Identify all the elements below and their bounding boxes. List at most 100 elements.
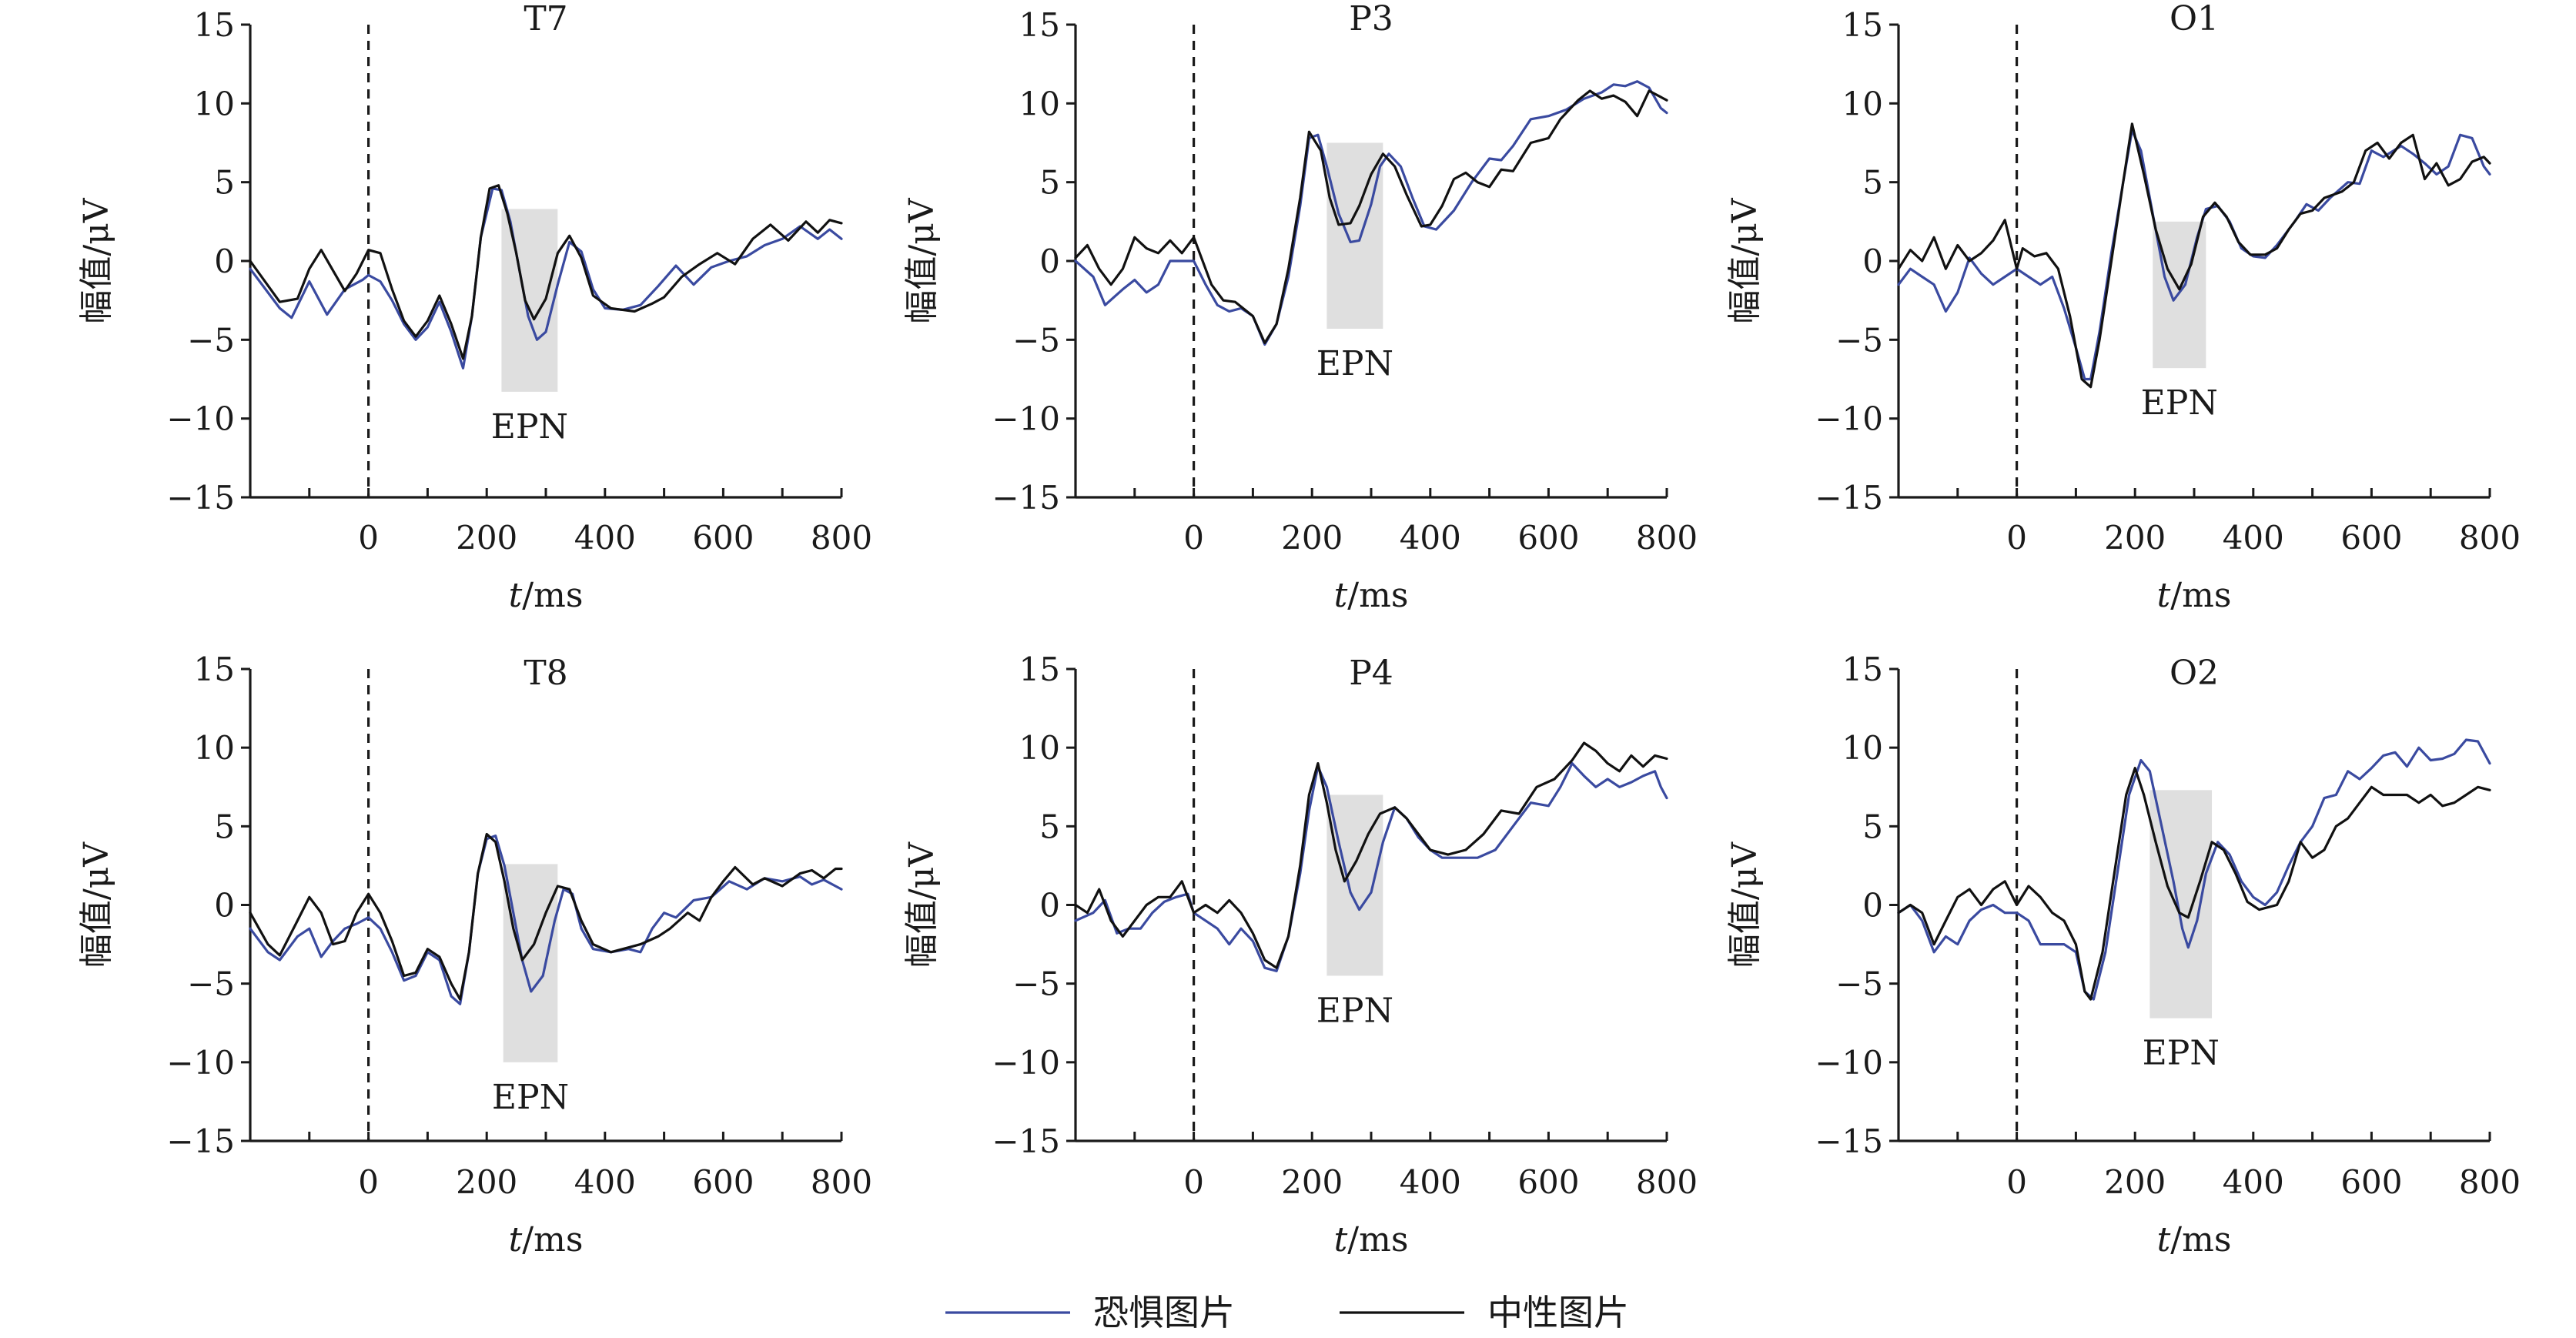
panel-title: T7	[524, 0, 567, 38]
x-tick-label: 800	[2459, 1163, 2521, 1201]
panel-title: O1	[2170, 0, 2219, 38]
panel-p3: 15 10 5 0 −5 −10 −15 0 200 400 600 800 t/ms 幅值/μV P3 EP…	[902, 0, 1698, 615]
y-tick-label: −10	[992, 1044, 1060, 1082]
y-tick-label: −15	[166, 479, 235, 517]
y-tick-label: −5	[1835, 321, 1883, 359]
panel-title: P4	[1349, 654, 1393, 693]
epn-label: EPN	[2141, 383, 2218, 423]
legend: 恐惧图片 中性图片	[945, 1292, 1629, 1333]
y-tick-label: 5	[1862, 808, 1883, 845]
y-tick-label: −10	[166, 1044, 235, 1082]
neutral-trace	[1074, 741, 1668, 969]
x-tick-label: 800	[2459, 519, 2521, 557]
y-tick-label: 15	[194, 6, 235, 44]
panels: 15 10 5 0 −5 −10 −15 0 200 400 600 800 t/ms 幅值/μV T7 EP…	[77, 0, 2521, 1259]
y-tick-label: 5	[1039, 164, 1060, 202]
x-axis-title: t/ms	[509, 576, 584, 615]
x-tick-label: 600	[2340, 519, 2402, 557]
y-tick-label: −5	[187, 965, 235, 1003]
x-tick-label: 0	[358, 1163, 379, 1201]
x-tick-label: 0	[2006, 519, 2027, 557]
x-tick-label: 0	[1183, 1163, 1204, 1201]
x-tick-label: 200	[2104, 519, 2166, 557]
neutral-trace	[249, 832, 843, 1001]
x-axis-title: t/ms	[2157, 576, 2232, 615]
y-tick-label: 0	[1862, 887, 1883, 925]
panel-o1: 15 10 5 0 −5 −10 −15 0 200 400 600 800 t/ms 幅值/μV O1 EP…	[1725, 0, 2521, 615]
fear-trace	[1074, 80, 1668, 346]
y-tick-label: −5	[1835, 965, 1883, 1003]
legend-fear-label: 恐惧图片	[1093, 1292, 1235, 1333]
y-tick-label: 15	[194, 651, 235, 688]
epn-window	[503, 864, 558, 1062]
x-axis-title: t/ms	[1334, 1220, 1409, 1259]
y-tick-label: −10	[166, 400, 235, 438]
x-tick-label: 600	[692, 519, 754, 557]
x-tick-label: 200	[456, 519, 517, 557]
y-axis-title: 幅值/μV	[902, 841, 942, 968]
y-axis-title: 幅值/μV	[902, 197, 942, 323]
y-tick-label: −15	[992, 479, 1060, 517]
y-tick-label: 0	[214, 887, 235, 925]
epn-label: EPN	[491, 407, 568, 447]
y-tick-label: −15	[1815, 479, 1883, 517]
x-tick-label: 400	[1400, 1163, 1461, 1201]
y-tick-label: 5	[1039, 808, 1060, 845]
x-axis-title: t/ms	[509, 1220, 584, 1259]
panel-p4: 15 10 5 0 −5 −10 −15 0 200 400 600 800 t/ms 幅值/μV P4 EP…	[902, 651, 1698, 1259]
neutral-trace	[1897, 122, 2491, 389]
neutral-trace	[1897, 767, 2491, 1001]
y-tick-label: 15	[1019, 6, 1060, 44]
x-tick-label: 600	[1517, 519, 1579, 557]
panel-title: P3	[1349, 0, 1393, 38]
y-tick-label: −15	[992, 1122, 1060, 1160]
x-tick-label: 0	[2006, 1163, 2027, 1201]
x-tick-label: 800	[811, 519, 872, 557]
y-tick-label: −10	[1815, 1044, 1883, 1082]
fear-trace	[1897, 738, 2491, 1001]
y-tick-label: 10	[1842, 729, 1883, 767]
epn-label: EPN	[492, 1078, 569, 1117]
x-tick-label: 400	[574, 1163, 636, 1201]
epn-label: EPN	[2143, 1034, 2220, 1073]
legend-neutral-label: 中性图片	[1487, 1292, 1629, 1333]
y-axis-title: 幅值/μV	[77, 197, 116, 323]
panel-title: T8	[524, 654, 567, 693]
y-tick-label: 10	[1019, 729, 1060, 767]
y-tick-label: 15	[1019, 651, 1060, 688]
y-tick-label: −5	[1012, 965, 1060, 1003]
y-axis-title: 幅值/μV	[1725, 841, 1765, 968]
panel-t7: 15 10 5 0 −5 −10 −15 0 200 400 600 800 t/ms 幅值/μV T7 EP…	[77, 0, 872, 615]
y-tick-label: −15	[166, 1122, 235, 1160]
y-tick-label: −5	[1012, 321, 1060, 359]
y-tick-label: 10	[1019, 85, 1060, 122]
y-tick-label: 15	[1842, 651, 1883, 688]
fear-trace	[1897, 129, 2491, 381]
epn-window	[2149, 790, 2213, 1019]
y-tick-label: 5	[1862, 164, 1883, 202]
y-tick-label: 0	[1039, 243, 1060, 280]
neutral-trace	[249, 184, 843, 360]
x-tick-label: 600	[692, 1163, 754, 1201]
y-tick-label: −15	[1815, 1122, 1883, 1160]
y-tick-label: 15	[1842, 6, 1883, 44]
panel-t8: 15 10 5 0 −5 −10 −15 0 200 400 600 800 t/ms 幅值/μV T8 EP…	[77, 651, 872, 1259]
x-tick-label: 800	[811, 1163, 872, 1201]
x-tick-label: 600	[1517, 1163, 1579, 1201]
x-tick-label: 800	[1636, 1163, 1698, 1201]
panel-o2: 15 10 5 0 −5 −10 −15 0 200 400 600 800 t/ms 幅值/μV O2 EP…	[1725, 651, 2521, 1259]
x-tick-label: 0	[358, 519, 379, 557]
epn-label: EPN	[1316, 991, 1393, 1030]
x-tick-label: 200	[1281, 1163, 1343, 1201]
y-axis-title: 幅值/μV	[1725, 197, 1765, 323]
y-tick-label: 0	[1039, 887, 1060, 925]
fear-trace	[1074, 762, 1668, 972]
y-tick-label: 10	[194, 85, 235, 122]
panel-title: O2	[2170, 654, 2219, 693]
x-tick-label: 400	[2223, 519, 2284, 557]
y-axis-title: 幅值/μV	[77, 841, 116, 968]
y-tick-label: 0	[214, 243, 235, 280]
x-tick-label: 800	[1636, 519, 1698, 557]
x-tick-label: 400	[1400, 519, 1461, 557]
